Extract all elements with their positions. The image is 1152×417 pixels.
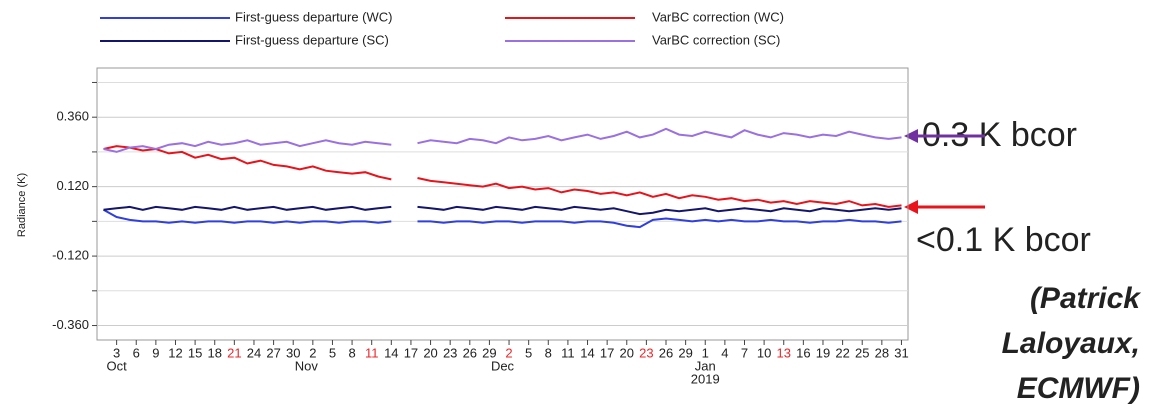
series-line: [103, 205, 902, 216]
month-label: Oct: [107, 358, 128, 373]
x-tick-label: 11: [365, 345, 379, 360]
x-tick-label: 2: [505, 345, 512, 360]
legend-label: First-guess departure (SC): [235, 32, 389, 47]
month-label: Dec: [491, 358, 515, 373]
x-tick-label: 5: [329, 345, 336, 360]
credit: ECMWF): [1017, 372, 1140, 405]
x-tick-label: 17: [600, 345, 614, 360]
plot-area: [96, 67, 909, 341]
month-label: Nov: [295, 358, 319, 373]
x-tick-label: 4: [721, 345, 728, 360]
x-tick-label: 23: [443, 345, 457, 360]
x-tick-label: 23: [639, 345, 653, 360]
x-tick-label: 31: [894, 345, 908, 360]
arrow-head: [904, 129, 918, 143]
x-tick-label: 29: [678, 345, 692, 360]
x-tick-label: 12: [168, 345, 182, 360]
x-tick-label: 6: [133, 345, 140, 360]
year-label: 2019: [691, 371, 720, 386]
x-tick-label: 7: [741, 345, 748, 360]
credit: (Patrick: [1030, 282, 1141, 315]
series-line: [103, 127, 902, 153]
x-tick-label: 24: [247, 345, 261, 360]
series-line: [103, 208, 902, 229]
x-tick-label: 29: [482, 345, 496, 360]
x-tick-label: 16: [796, 345, 810, 360]
credit: Laloyaux,: [1002, 327, 1140, 360]
y-axis-label: Radiance (K): [16, 173, 28, 237]
y-tick-label: 0.120: [56, 178, 89, 193]
legend-label: First-guess departure (WC): [235, 9, 392, 24]
x-tick-label: 17: [404, 345, 418, 360]
x-tick-label: 22: [835, 345, 849, 360]
x-tick-label: 21: [227, 345, 241, 360]
x-tick-label: 26: [659, 345, 673, 360]
y-tick-label: -0.360: [52, 317, 89, 332]
x-tick-label: 14: [384, 345, 398, 360]
x-tick-label: 13: [776, 345, 790, 360]
x-tick-label: 1: [702, 345, 709, 360]
x-tick-label: 30: [286, 345, 300, 360]
x-tick-label: 5: [525, 345, 532, 360]
arrow-head: [904, 200, 918, 214]
legend-label: VarBC correction (WC): [652, 9, 784, 24]
legend-label: VarBC correction (SC): [652, 32, 780, 47]
x-tick-label: 9: [152, 345, 159, 360]
x-tick-label: 3: [113, 345, 120, 360]
x-tick-label: 14: [580, 345, 594, 360]
x-tick-label: 26: [463, 345, 477, 360]
y-tick-label: 0.360: [56, 109, 89, 124]
x-tick-label: 2: [309, 345, 316, 360]
x-tick-label: 11: [561, 345, 575, 360]
x-tick-label: 8: [348, 345, 355, 360]
annotation: <0.1 K bcor: [916, 221, 1091, 259]
x-tick-label: 10: [757, 345, 771, 360]
x-tick-label: 18: [207, 345, 221, 360]
x-tick-label: 8: [545, 345, 552, 360]
month-label: Jan: [695, 358, 716, 373]
x-tick-label: 20: [620, 345, 634, 360]
y-tick-label: -0.120: [52, 248, 89, 263]
x-tick-label: 20: [423, 345, 437, 360]
x-tick-label: 27: [266, 345, 280, 360]
x-tick-label: 15: [188, 345, 202, 360]
x-tick-label: 19: [816, 345, 830, 360]
x-tick-label: 25: [855, 345, 869, 360]
series-line: [103, 145, 902, 208]
x-tick-label: 28: [875, 345, 889, 360]
